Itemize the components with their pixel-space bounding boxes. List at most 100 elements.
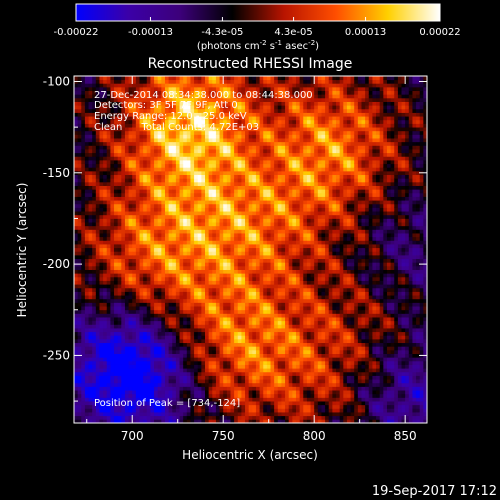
heatmap-cell: [215, 185, 220, 190]
heatmap-cell: [88, 346, 93, 351]
heatmap-cell: [154, 258, 159, 263]
heatmap-cell: [237, 273, 242, 278]
heatmap-cell: [201, 360, 206, 365]
heatmap-cell: [110, 101, 115, 106]
heatmap-cell: [230, 338, 235, 344]
heatmap-cell: [135, 287, 140, 292]
heatmap-cell: [219, 94, 224, 99]
heatmap-cell: [190, 338, 195, 344]
heatmap-cell: [161, 123, 166, 128]
heatmap-cell: [230, 306, 235, 311]
heatmap-cell: [237, 152, 242, 157]
heatmap-cell: [255, 101, 260, 106]
heatmap-cell: [186, 138, 191, 143]
heatmap-cell: [186, 141, 191, 146]
heatmap-cell: [164, 258, 170, 263]
heatmap-cell: [143, 338, 148, 344]
heatmap-cell: [121, 101, 126, 106]
heatmap-cell: [219, 196, 224, 201]
heatmap-cell: [110, 79, 115, 84]
heatmap-cell: [164, 119, 170, 124]
heatmap-cell: [161, 86, 166, 92]
heatmap-cell: [135, 94, 140, 99]
heatmap-cell: [84, 178, 89, 183]
heatmap-cell: [106, 280, 111, 285]
heatmap-cell: [132, 324, 137, 329]
heatmap-cell: [172, 178, 177, 183]
heatmap-cell: [88, 90, 93, 95]
heatmap-cell: [74, 258, 79, 263]
heatmap-cell: [106, 412, 111, 417]
heatmap-cell: [205, 90, 210, 95]
heatmap-cell: [201, 320, 206, 325]
heatmap-cell: [146, 141, 151, 146]
heatmap-cell: [117, 357, 122, 362]
heatmap-cell: [205, 298, 210, 303]
heatmap-cell: [81, 371, 86, 376]
heatmap-cell: [84, 258, 89, 263]
heatmap-cell: [103, 262, 108, 267]
heatmap-cell: [197, 192, 202, 197]
heatmap-cell: [103, 108, 108, 113]
heatmap-cell: [150, 225, 155, 230]
heatmap-cell: [175, 393, 180, 398]
heatmap-cell: [135, 189, 140, 194]
heatmap-cell: [183, 375, 188, 380]
heatmap-cell: [95, 397, 100, 402]
heatmap-cell: [143, 309, 148, 314]
heatmap-cell: [201, 207, 206, 212]
heatmap-cell: [197, 353, 202, 358]
heatmap-cell: [132, 382, 137, 387]
heatmap-cell: [168, 393, 173, 398]
heatmap-cell: [234, 83, 239, 88]
heatmap-cell: [103, 127, 108, 132]
heatmap-cell: [245, 185, 250, 190]
heatmap-cell: [205, 174, 210, 179]
heatmap-cell: [95, 368, 100, 373]
heatmap-cell: [92, 309, 97, 314]
heatmap-cell: [234, 335, 239, 340]
heatmap-cell: [146, 375, 151, 380]
heatmap-cell: [215, 112, 220, 117]
heatmap-cell: [168, 149, 173, 154]
heatmap-cell: [186, 181, 191, 186]
heatmap-cell: [124, 419, 129, 424]
heatmap-cell: [164, 97, 170, 102]
heatmap-cell: [139, 375, 144, 380]
heatmap-cell: [205, 309, 210, 314]
heatmap-cell: [135, 244, 140, 249]
heatmap-cell: [128, 251, 133, 256]
heatmap-cell: [110, 368, 115, 373]
heatmap-cell: [77, 390, 82, 395]
heatmap-cell: [190, 163, 195, 168]
heatmap-cell: [161, 222, 166, 227]
heatmap-cell: [99, 287, 104, 292]
heatmap-cell: [117, 79, 122, 84]
heatmap-cell: [197, 160, 202, 165]
heatmap-cell: [248, 94, 253, 99]
heatmap-cell: [117, 119, 122, 124]
heatmap-cell: [241, 108, 246, 113]
heatmap-cell: [172, 291, 177, 296]
heatmap-cell: [81, 412, 86, 417]
heatmap-cell: [241, 265, 246, 270]
heatmap-cell: [245, 404, 250, 409]
heatmap-cell: [241, 145, 246, 150]
heatmap-cell: [237, 79, 242, 84]
heatmap-cell: [208, 393, 213, 398]
heatmap-cell: [135, 214, 140, 219]
heatmap-cell: [168, 244, 173, 249]
heatmap-cell: [135, 360, 140, 365]
heatmap-cell: [252, 141, 257, 146]
heatmap-cell: [143, 101, 148, 106]
heatmap-cell: [74, 218, 79, 223]
heatmap-cell: [135, 393, 140, 398]
heatmap-cell: [186, 152, 191, 157]
heatmap-cell: [110, 317, 115, 322]
heatmap-cell: [103, 273, 108, 278]
heatmap-cell: [201, 251, 206, 256]
heatmap-cell: [121, 404, 126, 409]
heatmap-cell: [124, 97, 129, 102]
heatmap-cell: [74, 178, 79, 183]
heatmap-cell: [212, 229, 217, 234]
